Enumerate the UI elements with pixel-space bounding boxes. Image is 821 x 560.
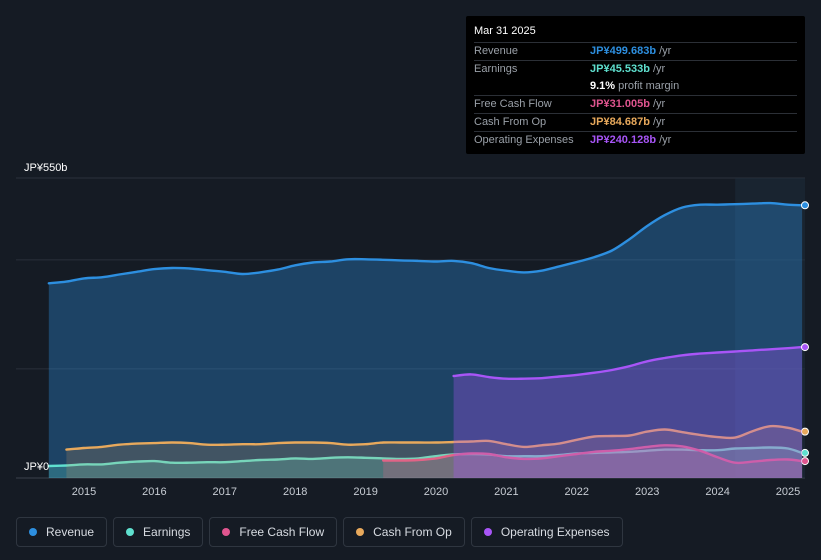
cash-from-op-area (66, 426, 803, 478)
tooltip-value: JP¥45.533b (590, 63, 650, 75)
cash-from-op-line (65, 424, 804, 451)
tooltip-label: Free Cash Flow (474, 98, 552, 110)
free-cash-flow-endpoint (801, 457, 809, 466)
legend-item-earnings[interactable]: Earnings (113, 517, 204, 547)
x-tick-label: 2022 (565, 486, 589, 498)
x-tick-label: 2025 (776, 486, 800, 498)
data-tooltip: Mar 31 2025 Revenue JP¥499.683b/yr Earning… (466, 16, 805, 154)
tooltip-value: JP¥84.687b (590, 116, 650, 128)
legend-dot-icon (29, 528, 37, 536)
legend-dot-icon (222, 528, 231, 536)
legend-item-operating-expenses[interactable]: Operating Expenses (470, 517, 623, 547)
chart-plot: JP¥550b JP¥0 2015 2016 2017 2018 2019 2020 2021 2… (16, 162, 809, 498)
tooltip-value: JP¥240.128b (590, 134, 657, 146)
legend-item-revenue[interactable]: Revenue (16, 517, 108, 547)
axis-layer: JP¥550b JP¥0 2015 2016 2017 2018 2019 2020 2021 2… (24, 162, 800, 498)
gridlines (16, 177, 805, 479)
legend-label: Earnings (143, 525, 191, 539)
tooltip-unit: /yr (652, 63, 666, 75)
earnings-endpoint (801, 448, 809, 457)
earnings-area (48, 447, 803, 478)
tooltip-unit: /yr (652, 98, 666, 110)
y-tick-label-top: JP¥550b (24, 162, 67, 174)
tooltip-row: Earnings JP¥45.533b/yr (474, 60, 797, 78)
legend-item-free-cash-flow[interactable]: Free Cash Flow (209, 517, 338, 547)
cash-from-op-endpoint (801, 427, 809, 436)
x-tick-label: 2016 (142, 486, 166, 498)
legend-dot-icon (483, 528, 492, 536)
legend-dot-icon (356, 528, 365, 536)
revenue-endpoint (801, 201, 809, 210)
x-tick-label: 2024 (705, 486, 729, 498)
tooltip-value: JP¥31.005b (590, 98, 650, 110)
tooltip-value: JP¥499.683b (590, 45, 657, 57)
operating-expenses-area (453, 347, 803, 478)
tooltip-unit: /yr (659, 45, 672, 57)
tooltip-label: Operating Expenses (474, 134, 574, 146)
tooltip-label: Earnings (474, 63, 518, 75)
tooltip-value: 9.1% (590, 80, 616, 92)
tooltip-row: Free Cash Flow JP¥31.005b/yr (474, 95, 797, 113)
x-tick-label: 2023 (635, 486, 659, 498)
legend-label: Revenue (46, 525, 95, 539)
legend-item-cash-from-op[interactable]: Cash From Op (343, 517, 465, 547)
tooltip-row: 9.1% profit margin (474, 78, 797, 95)
revenue-line (47, 201, 804, 285)
free-cash-flow-area (383, 445, 803, 478)
tooltip-label: Cash From Op (474, 116, 547, 128)
x-tick-label: 2015 (72, 486, 96, 498)
x-tick-label: 2020 (424, 486, 448, 498)
tooltip-unit: profit margin (618, 80, 680, 92)
tooltip-label (474, 78, 590, 95)
legend-label: Operating Expenses (500, 525, 610, 539)
free-cash-flow-line (382, 444, 804, 465)
revenue-area (48, 203, 803, 478)
legend-dot-icon (126, 528, 135, 536)
chart-legend: Revenue Earnings Free Cash Flow Cash From O… (16, 517, 623, 547)
tooltip-row: Operating Expenses JP¥240.128b/yr (474, 131, 797, 149)
tooltip-row: Revenue JP¥499.683b/yr (474, 42, 797, 60)
tooltip-label: Revenue (474, 45, 519, 57)
tooltip-unit: /yr (652, 116, 666, 128)
earnings-line (47, 446, 804, 468)
operating-expenses-endpoint (801, 343, 809, 352)
legend-label: Free Cash Flow (239, 525, 325, 539)
x-tick-label: 2019 (353, 486, 377, 498)
operating-expenses-line (452, 345, 804, 381)
x-tick-label: 2018 (283, 486, 307, 498)
tooltip-rows: Revenue JP¥499.683b/yr Earnings JP¥45.533b /… (474, 42, 797, 149)
tooltip-unit: /yr (659, 134, 672, 146)
tooltip-date: Mar 31 2025 (474, 25, 536, 37)
y-tick-label-bottom: JP¥0 (24, 461, 49, 473)
x-tick-label: 2021 (494, 486, 518, 498)
legend-label: Cash From Op (373, 525, 452, 539)
x-tick-label: 2017 (213, 486, 237, 498)
series-layer (47, 201, 809, 478)
tooltip-row: Cash From Op JP¥84.687b/yr (474, 113, 797, 131)
